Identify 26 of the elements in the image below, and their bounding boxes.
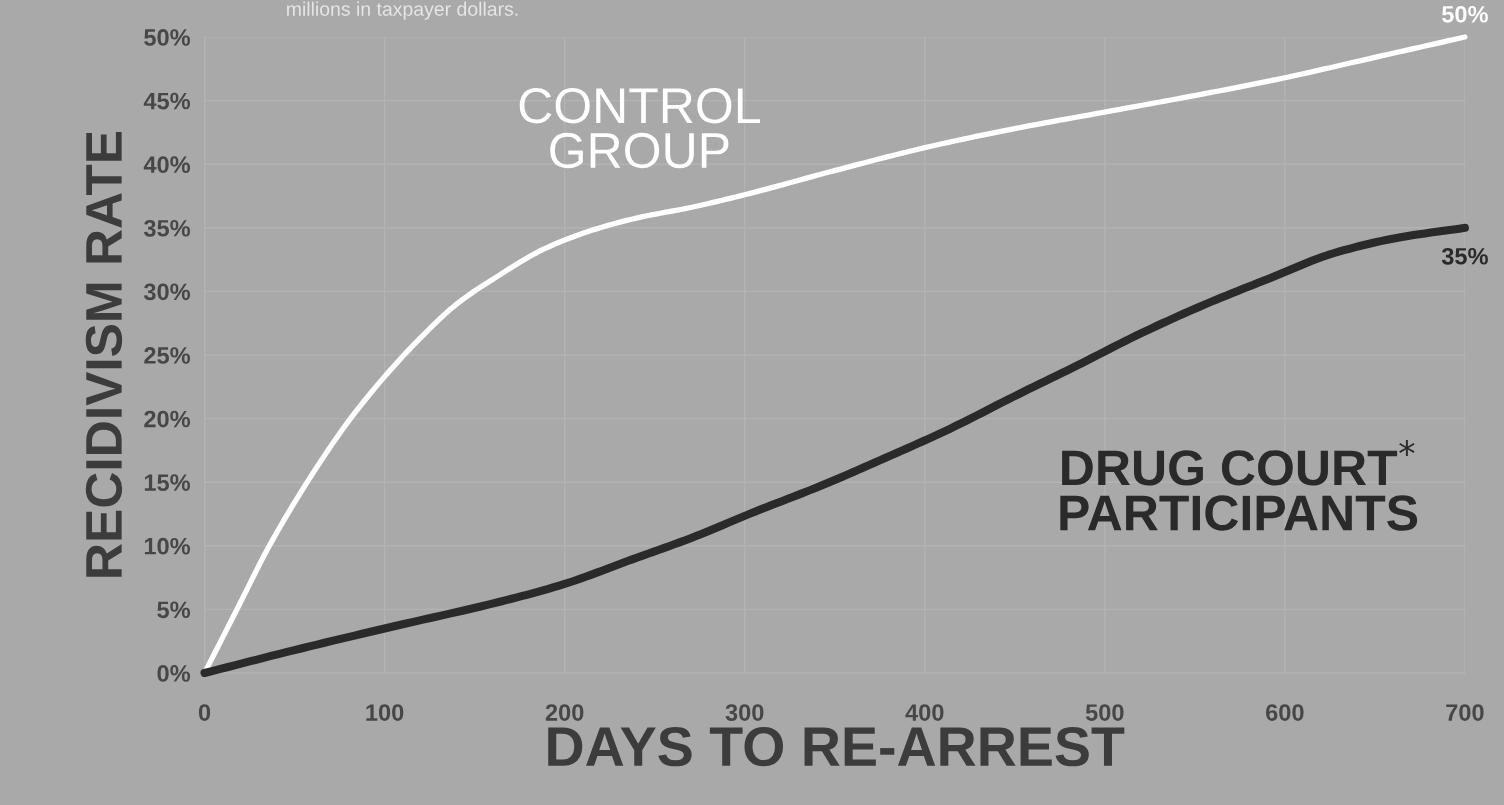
x-tick-label: 200 — [545, 704, 584, 721]
text: millions in taxpayer dollars. — [287, 1, 518, 20]
x-tick-label: 600 — [1266, 704, 1304, 721]
y-tick-label: 5% — [157, 601, 191, 619]
data-label: 35% — [1441, 247, 1488, 265]
x-tick-label: 700 — [1446, 704, 1484, 721]
x-axis-title: DAYS TO RE-ARREST — [548, 727, 1125, 767]
x-tick-label: 0 — [198, 704, 211, 721]
y-tick-label: 20% — [144, 410, 191, 428]
y-tick-label: 30% — [143, 283, 191, 301]
x-tick-label: 400 — [905, 704, 944, 721]
y-tick-label: 35% — [143, 219, 191, 237]
y-axis-title: RECIDIVISM RATE — [85, 131, 123, 577]
y-tick-label: 0% — [157, 665, 191, 682]
y-tick-label: 25% — [144, 347, 191, 364]
y-tick-label: 40% — [143, 156, 191, 174]
y-tick-label: 50% — [144, 29, 191, 46]
x-tick-label: 100 — [366, 704, 404, 721]
y-tick-label: 45% — [143, 92, 191, 110]
x-tick-label: 300 — [725, 704, 764, 721]
series-label: CONTROL GROUP — [519, 88, 760, 169]
y-tick-label: 10% — [144, 537, 191, 555]
series-label: DRUG COURT$^{*}$ PARTICIPANTS — [1060, 439, 1418, 531]
x-tick-label: 500 — [1085, 704, 1124, 721]
data-label: 50% — [1442, 5, 1488, 23]
y-tick-label: 15% — [144, 474, 191, 491]
